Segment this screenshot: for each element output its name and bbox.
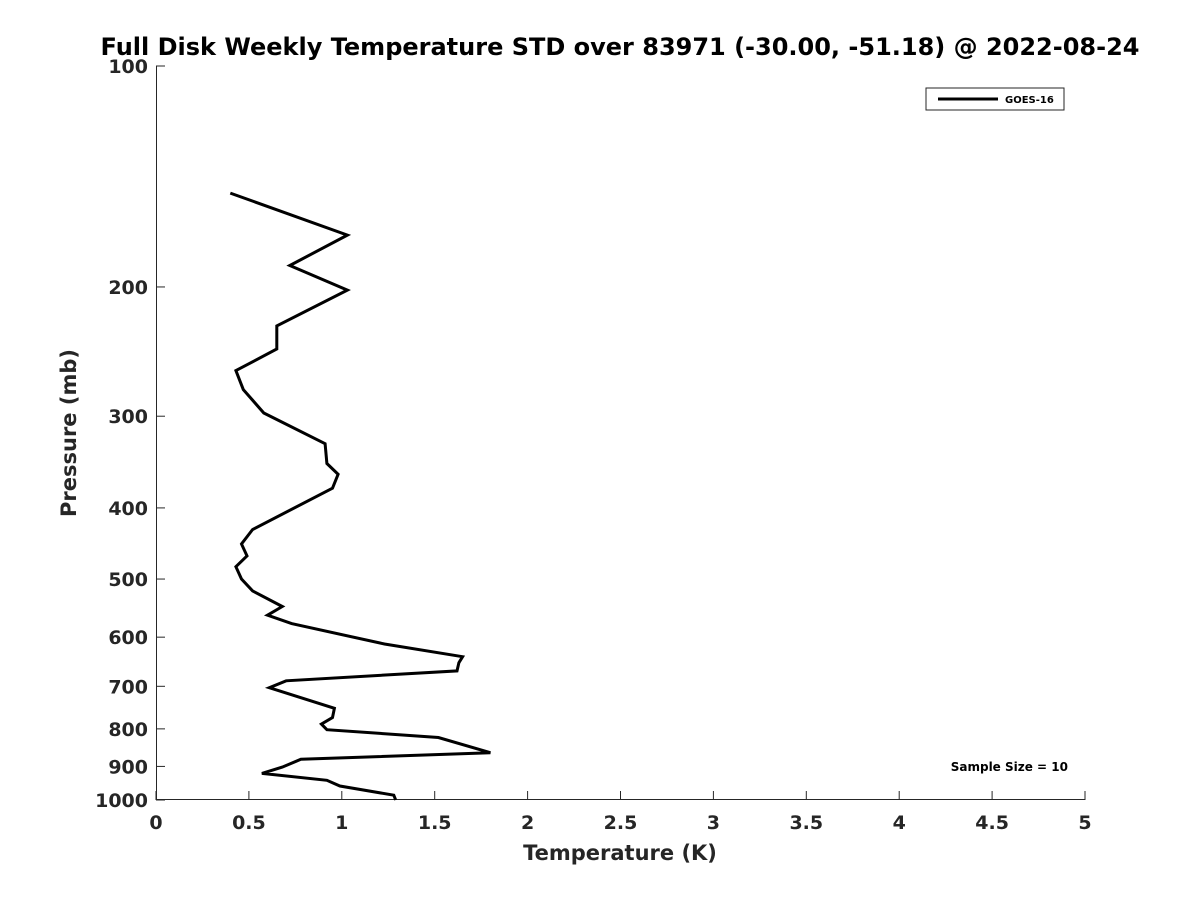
chart-title: Full Disk Weekly Temperature STD over 83… <box>101 33 1140 61</box>
y-tick-label: 300 <box>108 406 148 428</box>
x-tick-label: 2 <box>521 812 534 834</box>
x-tick-label: 0.5 <box>232 812 266 834</box>
y-tick-label: 200 <box>108 277 148 299</box>
x-ticks: 0 0.5 1 1.5 2 2.5 3 3.5 4 4.5 5 <box>149 791 1092 834</box>
y-tick-label: 700 <box>108 676 148 698</box>
legend-label-goes-16: GOES-16 <box>1005 95 1054 106</box>
series-line-goes-16 <box>229 191 491 801</box>
y-tick-label: 900 <box>108 756 148 778</box>
x-tick-label: 3.5 <box>789 812 823 834</box>
y-tick-label: 1000 <box>95 790 148 812</box>
x-axis-label: Temperature (K) <box>523 841 717 865</box>
y-ticks: 100 200 300 400 500 600 700 800 900 1000 <box>95 56 165 812</box>
x-tick-label: 3 <box>707 812 720 834</box>
y-axis-label: Pressure (mb) <box>57 349 81 517</box>
y-tick-label: 800 <box>108 719 148 741</box>
legend: GOES-16 <box>925 87 1065 111</box>
x-tick-label: 5 <box>1078 812 1091 834</box>
x-tick-label: 2.5 <box>604 812 638 834</box>
y-tick-label: 100 <box>108 56 148 78</box>
x-tick-label: 1 <box>335 812 348 834</box>
plot-axes <box>156 66 1085 800</box>
y-tick-label: 500 <box>108 569 148 591</box>
y-tick-label: 400 <box>108 498 148 520</box>
y-tick-label: 600 <box>108 627 148 649</box>
series-layer <box>229 191 491 801</box>
x-tick-label: 4.5 <box>975 812 1009 834</box>
sample-size-annotation: Sample Size = 10 <box>951 760 1068 774</box>
x-tick-label: 1.5 <box>418 812 452 834</box>
x-tick-label: 0 <box>149 812 162 834</box>
x-tick-label: 4 <box>893 812 906 834</box>
